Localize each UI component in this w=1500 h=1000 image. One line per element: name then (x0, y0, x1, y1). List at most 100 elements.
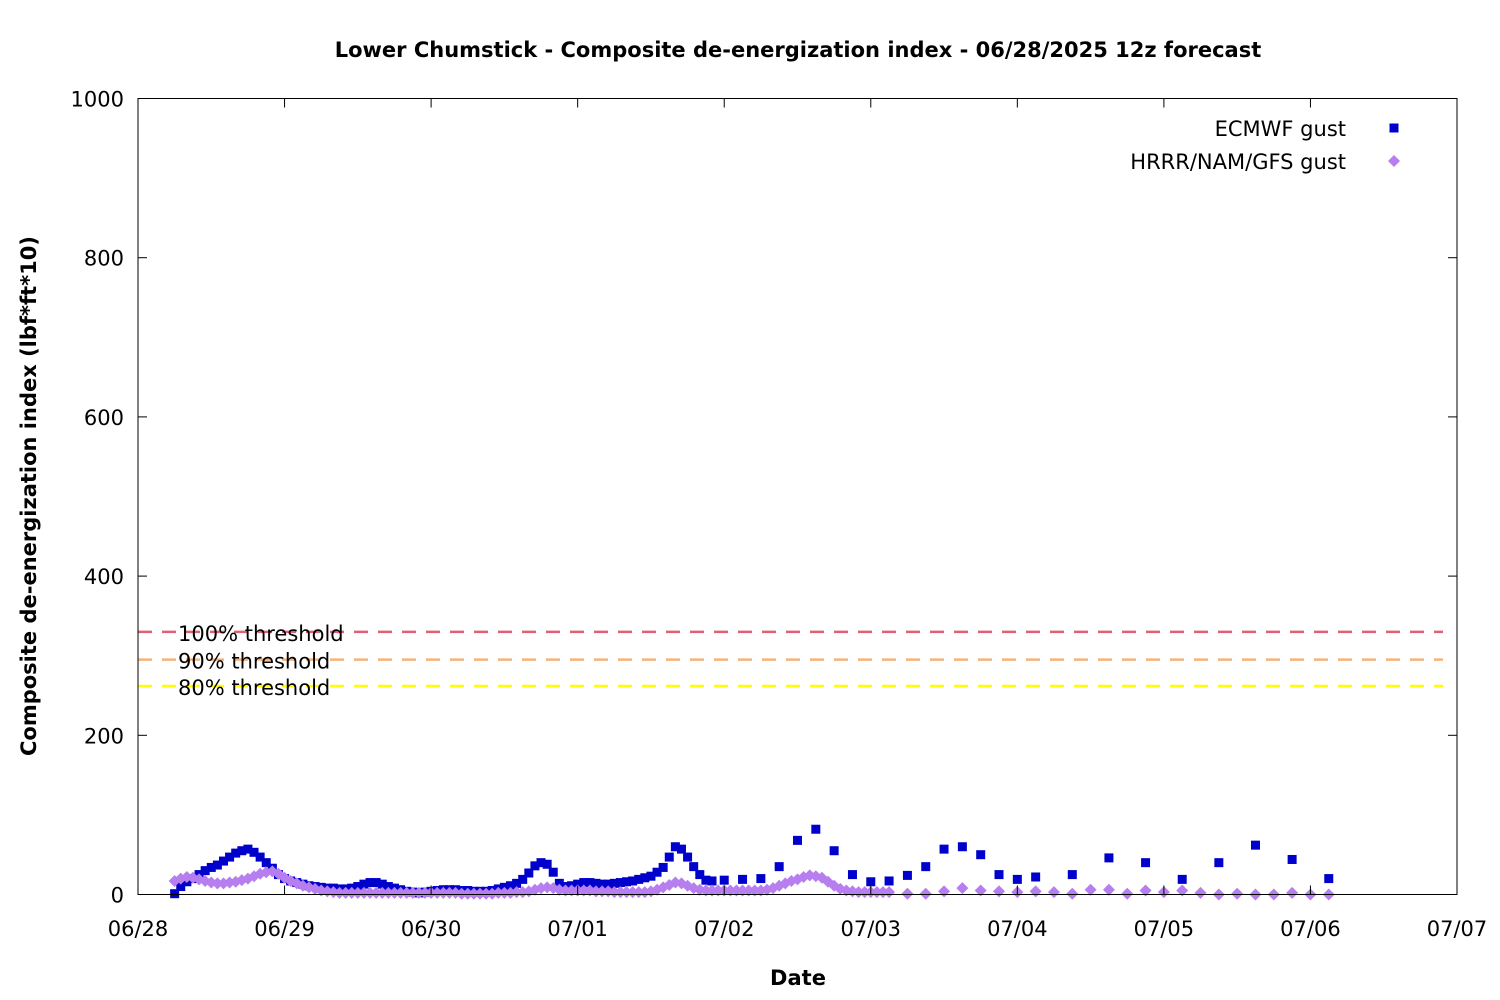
ecmwf-gust-point (1287, 854, 1297, 864)
hrrr-nam-gfs-gust-point (357, 886, 370, 899)
ecmwf-gust-point (1177, 874, 1187, 884)
ecmwf-gust-point (1250, 840, 1260, 850)
ecmwf-gust-point (756, 874, 766, 884)
ecmwf-gust-point (634, 874, 644, 884)
ecmwf-gust-point (884, 876, 894, 886)
hrrr-nam-gfs-gust-point (626, 886, 639, 899)
hrrr-nam-gfs-gust-point (1029, 885, 1042, 898)
ecmwf-gust-point (921, 862, 931, 872)
plot-border (137, 98, 1458, 895)
ecmwf-gust-point (1067, 870, 1077, 880)
hrrr-nam-gfs-gust-point (993, 885, 1006, 898)
hrrr-nam-gfs-gust-point (1286, 886, 1299, 899)
hrrr-nam-gfs-gust-point (345, 886, 358, 899)
legend-label: HRRR/NAM/GFS gust (1130, 150, 1346, 174)
hrrr-nam-gfs-gust-point (480, 887, 493, 900)
legend-marker (1389, 123, 1399, 133)
hrrr-nam-gfs-gust-point (455, 887, 468, 900)
ecmwf-gust-point (231, 848, 241, 858)
y-tick-label: 1000 (71, 88, 124, 112)
legend-marker (1388, 155, 1400, 167)
hrrr-nam-gfs-gust-point (632, 886, 645, 899)
legend: ECMWF gust HRRR/NAM/GFS gust (1130, 117, 1400, 174)
hrrr-nam-gfs-gust-point (712, 884, 725, 897)
hrrr-nam-gfs-gust-point (510, 886, 523, 899)
hrrr-nam-gfs-gust-point (956, 882, 969, 895)
hrrr-nam-gfs-gust-point (901, 887, 914, 900)
ecmwf-gust-point (976, 850, 986, 860)
ecmwf-gust-point (866, 877, 876, 887)
hrrr-nam-gfs-gust-point (443, 886, 456, 899)
x-tick-label: 06/28 (108, 917, 169, 941)
ecmwf-gust-point (536, 858, 546, 868)
hrrr-nam-gfs-gust-point (370, 886, 383, 899)
ecmwf-gust-point (255, 852, 265, 862)
x-tick-label: 06/30 (401, 917, 462, 941)
hrrr-nam-gfs-gust-point (376, 886, 389, 899)
ecmwf-gust-point (701, 875, 711, 885)
ecmwf-gust-point (353, 882, 363, 892)
hrrr-nam-gfs-gust-point (351, 886, 364, 899)
ecmwf-gust-point (518, 874, 528, 884)
ecmwf-gust-point (548, 867, 558, 877)
ecmwf-gust-point (1324, 874, 1334, 884)
hrrr-nam-gfs-gust-point (748, 884, 761, 897)
hrrr-nam-gfs-gust-point (406, 886, 419, 899)
ecmwf-gust-point (170, 889, 180, 899)
ecmwf-gust-point (176, 882, 186, 892)
x-tick-label: 07/04 (987, 917, 1048, 941)
hrrr-nam-gfs-gust-point (1194, 886, 1207, 899)
x-tick-label: 07/03 (841, 917, 902, 941)
hrrr-nam-gfs-gust-point (248, 870, 261, 883)
legend-label: ECMWF gust (1215, 117, 1346, 141)
ecmwf-gust-point (707, 876, 717, 886)
hrrr-nam-gfs-gust-point (1047, 886, 1060, 899)
ecmwf-gust-point (646, 871, 656, 881)
hrrr-nam-gfs-gust-point (1139, 884, 1152, 897)
ecmwf-gust-point (811, 824, 821, 834)
hrrr-nam-gfs-gust-point (974, 884, 987, 897)
ecmwf-gust-point (670, 842, 680, 852)
y-tick-label: 800 (84, 247, 124, 271)
ecmwf-gust-point (206, 862, 216, 872)
hrrr-nam-gfs-gust-point (620, 886, 633, 899)
ecmwf-gust-point (512, 878, 522, 888)
hrrr-nam-gfs-gust-point (461, 887, 474, 900)
hrrr-nam-gfs-gust-point (736, 884, 749, 897)
ecmwf-gust-point (664, 852, 674, 862)
ecmwf-gust-point (1031, 872, 1041, 882)
ecmwf-gust-point (579, 878, 589, 888)
hrrr-nam-gfs-gust-point (724, 884, 737, 897)
hrrr-nam-gfs-gust-point (382, 886, 395, 899)
hrrr-nam-gfs-gust-point (608, 886, 621, 899)
ecmwf-gust-point (628, 876, 638, 886)
ecmwf-gust-point (365, 878, 375, 888)
ecmwf-gust-point (261, 858, 271, 868)
hrrr-nam-gfs-gust-point (1176, 884, 1189, 897)
x-tick-label: 07/06 (1280, 917, 1341, 941)
ecmwf-gust-point (212, 860, 222, 870)
hrrr-nam-gfs-gust-point (419, 886, 432, 899)
ecmwf-gust-point (371, 878, 381, 888)
ecmwf-gust-point (847, 870, 857, 880)
ecmwf-gust-point (591, 878, 601, 888)
ecmwf-gust-point (359, 879, 369, 889)
ecmwf-gust-point (249, 847, 259, 857)
threshold-label: 80% threshold (178, 676, 330, 700)
hrrr-nam-gfs-gust-point (339, 886, 352, 899)
ecmwf-gust-point (622, 877, 632, 887)
x-tick-label: 07/05 (1134, 917, 1195, 941)
ecmwf-gust-point (585, 878, 595, 888)
hrrr-nam-gfs-gust-point (400, 886, 413, 899)
ecmwf-gust-point (652, 867, 662, 877)
ecmwf-gust-point (1214, 858, 1224, 868)
hrrr-nam-gfs-gust-point (852, 886, 865, 899)
ecmwf-gust-point (695, 870, 705, 880)
ecmwf-gust-point (225, 852, 235, 862)
hrrr-nam-gfs-gust-point (498, 886, 511, 899)
ecmwf-gust-point (994, 870, 1004, 880)
hrrr-nam-gfs-gust-point (1121, 887, 1134, 900)
x-tick-label: 07/01 (547, 917, 608, 941)
hrrr-nam-gfs-gust-point (730, 884, 743, 897)
x-axis-label: Date (770, 966, 826, 990)
